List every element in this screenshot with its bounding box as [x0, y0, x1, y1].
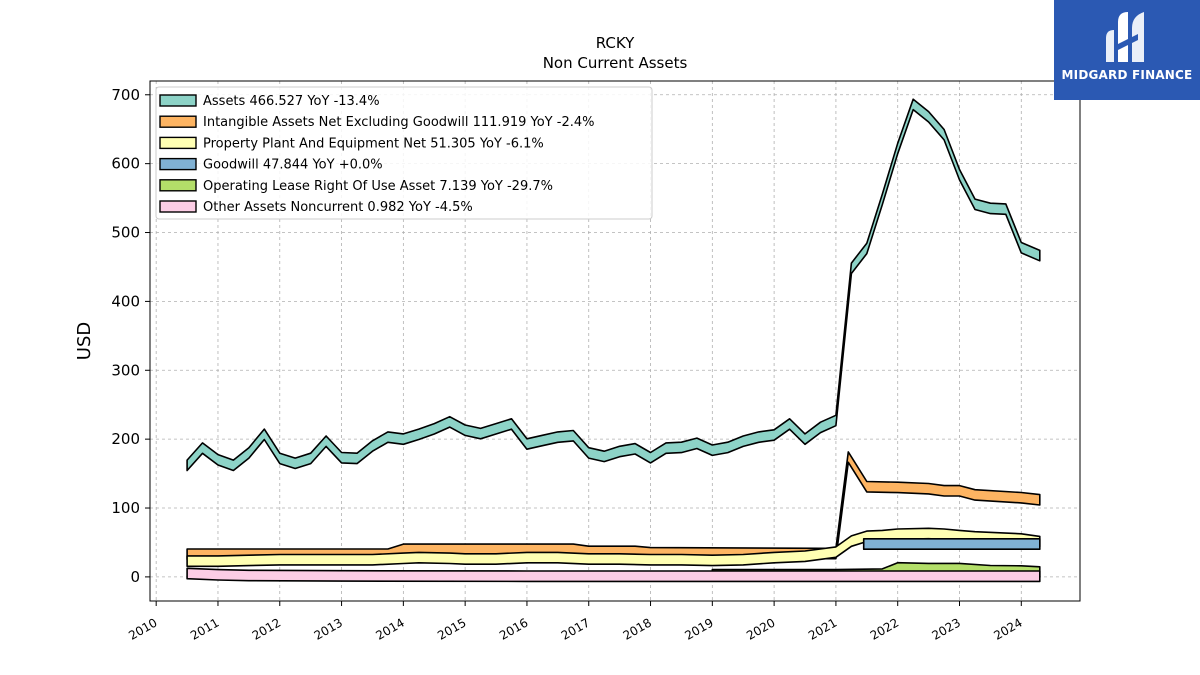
- x-tick-label: 2014: [373, 615, 406, 642]
- y-axis-label: USD: [74, 322, 95, 360]
- x-tick-label: 2021: [806, 615, 839, 642]
- x-tick-label: 2019: [682, 615, 715, 642]
- legend-swatch: [159, 157, 197, 171]
- x-tick-label: 2023: [930, 615, 963, 642]
- y-tick-label: 300: [111, 361, 140, 379]
- legend-swatch: [159, 115, 197, 128]
- x-tick-label: 2011: [188, 615, 221, 642]
- x-tick-label: 2022: [868, 615, 901, 642]
- legend-swatch: [159, 94, 197, 107]
- legend-label: Other Assets Noncurrent 0.982 YoY -4.5%: [203, 200, 473, 215]
- legend: Assets 466.527 YoY -13.4% Intangible Asse…: [155, 86, 653, 220]
- y-tick-label: 0: [130, 568, 140, 586]
- legend-label: Goodwill 47.844 YoY +0.0%: [203, 158, 383, 173]
- x-axis-ticks: 2010 2011 2012 2013 2014 2015 2016 2017 2018 2019…: [126, 601, 1025, 643]
- brand-name: MIDGARD FINANCE: [1061, 68, 1193, 82]
- x-tick-label: 2012: [250, 615, 283, 642]
- x-tick-label: 2017: [559, 615, 592, 642]
- x-tick-label: 2013: [312, 615, 345, 642]
- brand-mark-icon: [1106, 12, 1144, 62]
- y-tick-label: 600: [111, 155, 140, 173]
- brand-logo: MIDGARD FINANCE: [1054, 0, 1200, 100]
- legend-swatch: [159, 179, 197, 192]
- y-tick-label: 500: [111, 224, 140, 242]
- legend-label: Operating Lease Right Of Use Asset 7.139…: [203, 179, 553, 194]
- plot-frame: [149, 80, 1081, 602]
- chart-title: RCKY: [596, 34, 635, 52]
- series-areas: [186, 98, 1041, 583]
- x-tick-label: 2016: [497, 615, 530, 642]
- x-tick-label: 2020: [744, 615, 777, 642]
- x-tick-label: 2024: [991, 615, 1024, 642]
- legend-swatch: [159, 200, 197, 213]
- x-tick-label: 2010: [126, 615, 159, 642]
- y-tick-label: 700: [111, 86, 140, 104]
- series-band-3: [862, 538, 1041, 550]
- y-tick-label: 100: [111, 499, 140, 517]
- legend-box: [155, 86, 653, 220]
- legend-swatch: [159, 136, 197, 150]
- legend-label: Assets 466.527 YoY -13.4%: [203, 94, 380, 109]
- y-axis-ticks: 0 100 200 300 400 500 600 700: [111, 86, 150, 586]
- y-tick-label: 400: [111, 292, 140, 310]
- y-tick-label: 200: [111, 430, 140, 448]
- legend-label: Property Plant And Equipment Net 51.305 …: [203, 136, 544, 151]
- series-band-5: [186, 567, 1041, 583]
- series-band-0: [186, 98, 1041, 472]
- x-tick-label: 2015: [435, 615, 468, 642]
- legend-label: Intangible Assets Net Excluding Goodwill…: [203, 115, 594, 130]
- x-tick-label: 2018: [621, 615, 654, 642]
- chart-subtitle: Non Current Assets: [543, 54, 688, 72]
